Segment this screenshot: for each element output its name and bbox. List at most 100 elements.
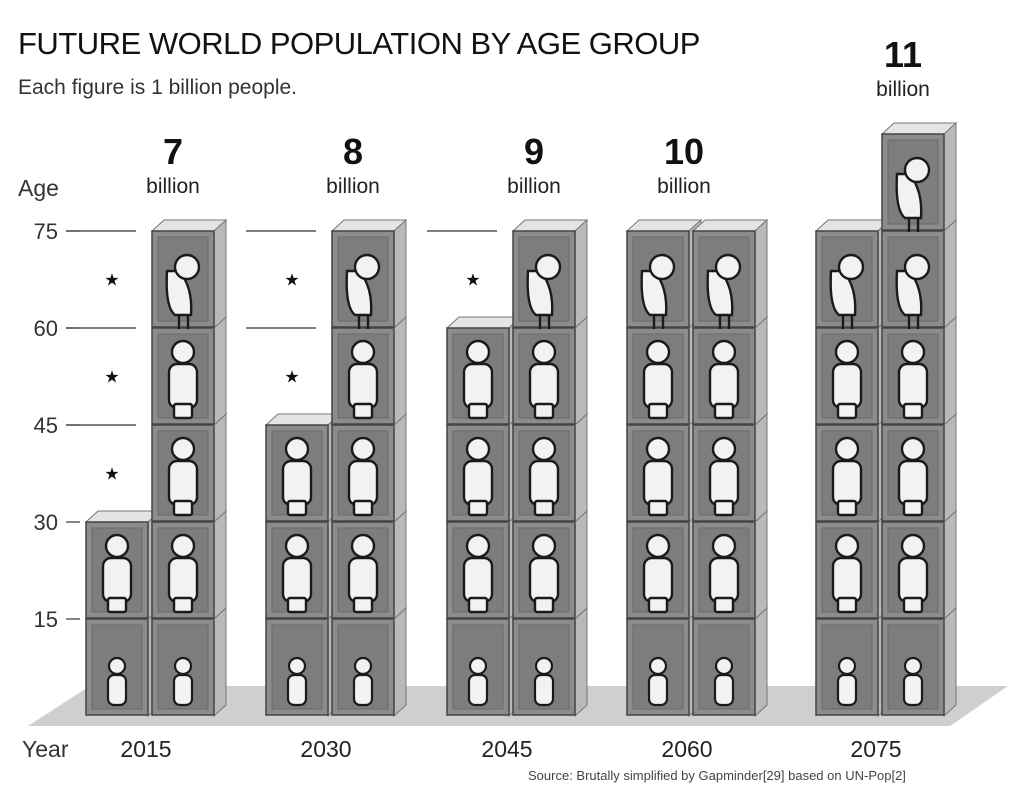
box-top (625, 219, 703, 232)
adult-head (465, 339, 491, 365)
box-side (393, 315, 407, 427)
x-tick-label: 2060 (661, 736, 712, 762)
adult-body (347, 362, 379, 410)
x-tick-label: 2075 (850, 736, 901, 762)
adult-body (642, 362, 674, 410)
adult-legs (286, 499, 308, 517)
box-side (943, 315, 957, 427)
adult-body (101, 556, 133, 604)
adult-legs (713, 402, 735, 420)
x-tick-label: 2030 (300, 736, 351, 762)
population-box (691, 218, 769, 330)
box-side (574, 606, 588, 718)
y-axis-label: Age (18, 175, 59, 201)
box-side (754, 218, 768, 330)
adult-body (281, 459, 313, 507)
population-box (625, 315, 703, 427)
adult-legs (713, 596, 735, 614)
adult-legs (172, 596, 194, 614)
box-side (943, 606, 957, 718)
adult-legs (533, 596, 555, 614)
child-head (714, 656, 734, 676)
population-box (330, 412, 408, 524)
child-head (903, 656, 923, 676)
child-body (352, 673, 374, 707)
y-tick-label: 30 (34, 510, 58, 535)
box-side (213, 606, 227, 718)
population-box (330, 315, 408, 427)
adult-head (645, 533, 671, 559)
total-unit-label: billion (876, 78, 930, 101)
box-side (943, 412, 957, 524)
x-axis-label: Year (22, 736, 69, 762)
adult-body (708, 362, 740, 410)
box-side (943, 509, 957, 621)
child-body (467, 673, 489, 707)
box-side (943, 121, 957, 233)
adult-legs (352, 596, 374, 614)
population-box (445, 412, 523, 524)
box-side (393, 606, 407, 718)
box-top (84, 510, 162, 523)
box-side (574, 315, 588, 427)
adult-body (462, 556, 494, 604)
population-box (84, 606, 162, 718)
box-top (330, 219, 408, 232)
x-tick-label: 2045 (481, 736, 532, 762)
adult-legs (286, 596, 308, 614)
adult-legs (902, 499, 924, 517)
total-value-label: 9 (524, 131, 544, 172)
adult-body (897, 362, 929, 410)
adult-head (350, 339, 376, 365)
population-box (445, 606, 523, 718)
population-box (511, 412, 589, 524)
total-unit-label: billion (507, 175, 561, 198)
population-box (814, 218, 892, 330)
box-top (814, 219, 892, 232)
adult-body (462, 459, 494, 507)
population-box (814, 606, 892, 718)
adult-head (170, 436, 196, 462)
adult-head (531, 436, 557, 462)
child-head (534, 656, 554, 676)
child-head (353, 656, 373, 676)
total-unit-label: billion (326, 175, 380, 198)
adult-legs (172, 499, 194, 517)
box-side (754, 315, 768, 427)
source-note: Source: Brutally simplified by Gapminder… (528, 768, 906, 783)
box-top (691, 219, 769, 232)
box-side (393, 509, 407, 621)
adult-legs (533, 402, 555, 420)
elder-head (837, 253, 865, 281)
population-box (880, 121, 958, 233)
adult-body (462, 362, 494, 410)
population-box (511, 315, 589, 427)
y-tick-label: 15 (34, 607, 58, 632)
adult-body (281, 556, 313, 604)
missing-band-marker: ★ (104, 271, 119, 290)
population-box (880, 509, 958, 621)
adult-head (711, 436, 737, 462)
population-box (264, 606, 342, 718)
adult-head (900, 533, 926, 559)
x-tick-label: 2015 (120, 736, 171, 762)
population-box (814, 509, 892, 621)
total-unit-label: billion (657, 175, 711, 198)
population-box (691, 315, 769, 427)
population-box (880, 606, 958, 718)
adult-head (465, 436, 491, 462)
child-body (647, 673, 669, 707)
adult-body (167, 556, 199, 604)
chart-subtitle: Each figure is 1 billion people. (18, 76, 298, 99)
adult-body (528, 459, 560, 507)
population-box (691, 606, 769, 718)
elder-head (353, 253, 381, 281)
box-side (574, 509, 588, 621)
adult-legs (647, 596, 669, 614)
box-side (213, 509, 227, 621)
box-side (213, 218, 227, 330)
adult-legs (467, 499, 489, 517)
child-body (286, 673, 308, 707)
population-box (880, 218, 958, 330)
